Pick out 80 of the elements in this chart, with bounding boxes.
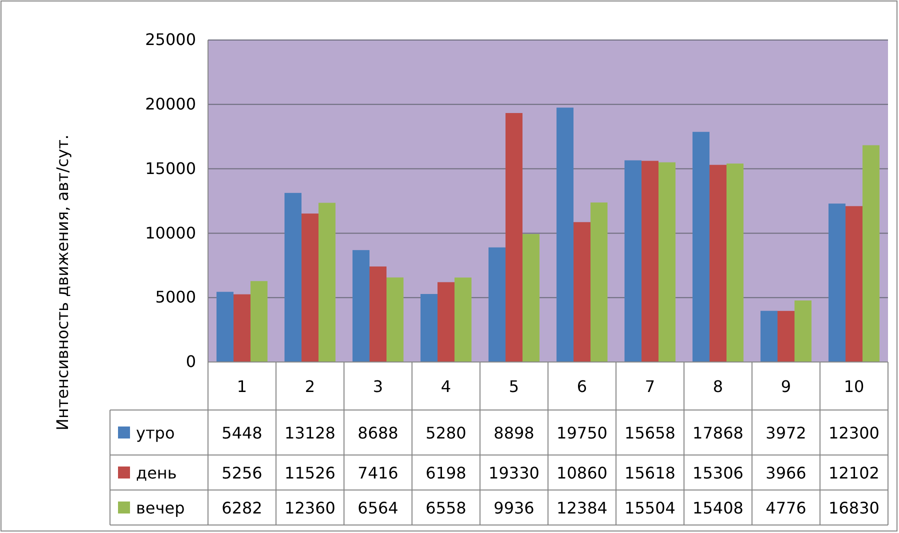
x-tick-label: 10 <box>844 377 864 396</box>
x-tick-label: 5 <box>508 377 520 396</box>
data-label: 6198 <box>426 464 466 482</box>
x-tick-label: 3 <box>372 377 384 396</box>
data-label: 19330 <box>488 464 540 482</box>
bar <box>574 222 590 362</box>
y-tick-label: 15000 <box>145 158 196 178</box>
y-tick-label: 20000 <box>145 94 196 114</box>
data-label: 4776 <box>766 498 806 518</box>
data-label: 9936 <box>494 498 534 518</box>
data-label: 15658 <box>624 424 676 442</box>
data-label: 12360 <box>284 498 336 518</box>
bar <box>438 282 454 362</box>
data-label: 11526 <box>284 464 336 482</box>
data-label: 5256 <box>222 464 262 482</box>
data-label: 15504 <box>624 498 676 518</box>
bar <box>488 247 506 362</box>
data-label: 5280 <box>426 424 466 442</box>
data-label: 15306 <box>692 464 744 482</box>
bar <box>250 281 268 362</box>
bar <box>828 204 846 362</box>
data-label: 16830 <box>828 498 880 518</box>
data-label: 12384 <box>556 498 608 518</box>
bar <box>318 202 336 362</box>
x-tick-label: 1 <box>236 377 248 396</box>
data-label: 15618 <box>624 464 676 482</box>
bar <box>420 294 438 362</box>
y-tick-label: 0 <box>186 352 196 372</box>
x-tick-label: 8 <box>712 377 724 396</box>
bar <box>726 164 744 362</box>
bar <box>234 294 250 362</box>
y-tick-label: 5000 <box>155 288 196 307</box>
data-label: 10860 <box>556 464 608 482</box>
bar <box>370 266 386 362</box>
bar <box>642 160 658 362</box>
data-label: 15408 <box>692 498 744 518</box>
bar <box>506 113 522 362</box>
x-tick-label: 4 <box>440 377 452 396</box>
y-tick-label: 25000 <box>145 30 196 50</box>
data-label: 7416 <box>358 464 398 482</box>
bar <box>216 292 234 362</box>
data-label: 6564 <box>358 498 398 518</box>
bar <box>454 278 472 362</box>
bar <box>624 160 642 362</box>
data-label: 17868 <box>692 424 744 442</box>
data-label: 5448 <box>222 424 262 442</box>
data-label: 12300 <box>828 424 880 442</box>
bar <box>710 164 726 362</box>
legend-label: вечер <box>136 498 185 518</box>
bar <box>692 132 710 362</box>
data-label: 3972 <box>766 424 806 442</box>
bar <box>352 250 370 362</box>
data-label: 6558 <box>426 498 466 518</box>
legend-label: утро <box>136 424 175 442</box>
bar <box>760 310 778 362</box>
bar <box>284 192 302 362</box>
data-label: 8688 <box>358 424 398 442</box>
x-tick-label: 7 <box>644 377 656 396</box>
bar <box>590 202 608 362</box>
data-label: 6282 <box>222 498 262 518</box>
bar <box>522 234 540 362</box>
bar <box>658 162 676 362</box>
x-tick-label: 9 <box>780 377 792 396</box>
legend-label: день <box>136 464 177 482</box>
x-tick-label: 6 <box>576 377 588 396</box>
bar <box>386 277 404 362</box>
data-label: 3966 <box>766 464 806 482</box>
y-tick-label: 10000 <box>145 223 196 242</box>
y-axis-title: Интенсивность движения, авт/сут. <box>53 134 72 430</box>
bar <box>862 145 880 362</box>
data-label: 13128 <box>284 424 336 442</box>
bar <box>794 300 812 362</box>
x-tick-label: 2 <box>304 377 316 396</box>
bar <box>556 108 574 362</box>
data-label: 19750 <box>556 424 608 442</box>
bar <box>846 206 862 362</box>
bar <box>778 310 794 362</box>
bar <box>302 214 318 362</box>
data-label: 8898 <box>494 424 534 442</box>
data-label: 12102 <box>828 464 880 482</box>
